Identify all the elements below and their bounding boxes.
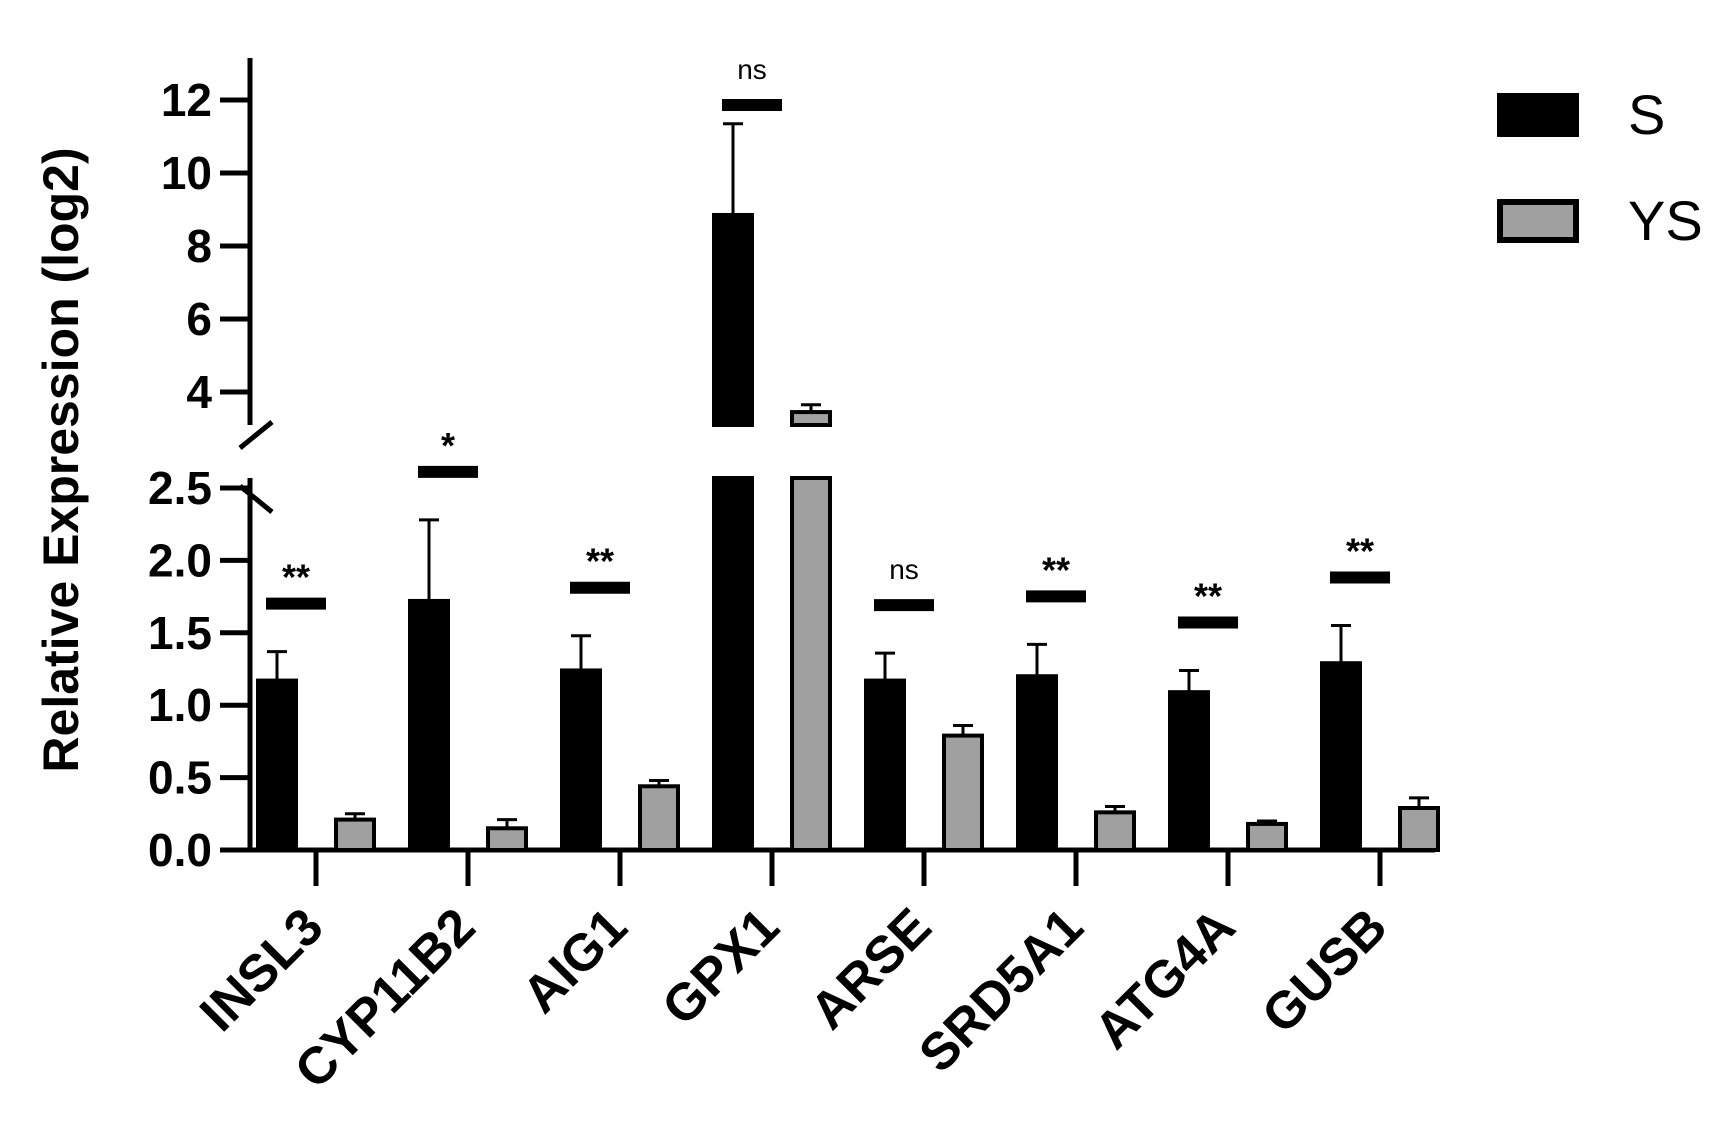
significance-label: ** xyxy=(586,541,614,582)
y-tick-label: 6 xyxy=(186,293,212,345)
bar-s xyxy=(1320,661,1362,853)
bars-layer xyxy=(256,122,1440,853)
y-tick-label: 0.5 xyxy=(148,752,212,804)
bar-ys xyxy=(1246,821,1288,852)
bar-s-lower xyxy=(712,476,754,852)
significance-label: * xyxy=(441,425,455,466)
bar-ys xyxy=(334,817,376,852)
significance-label: ns xyxy=(737,54,767,85)
bar-ys-upper xyxy=(790,410,832,428)
x-tick-label: ATG4A xyxy=(1084,897,1247,1060)
x-tick-label: INSL3 xyxy=(189,897,334,1042)
x-tick-label: ARSE xyxy=(799,897,942,1040)
bar-s xyxy=(1168,690,1210,853)
y-tick-label: 1.0 xyxy=(148,679,212,731)
significance-label: ns xyxy=(889,554,919,585)
y-tick-label: 12 xyxy=(161,74,212,126)
significance-label: ** xyxy=(1346,531,1374,572)
bar-s xyxy=(1016,674,1058,852)
significance-label: ** xyxy=(1042,549,1070,590)
bar-ys-lower xyxy=(790,476,832,852)
bar-s xyxy=(408,598,450,852)
y-tick-label: 10 xyxy=(161,147,212,199)
x-tick-label: GPX1 xyxy=(651,897,790,1036)
bar-s xyxy=(560,668,602,852)
significance-label: ** xyxy=(1194,575,1222,616)
bar-ys xyxy=(638,784,680,853)
y-tick-label: 4 xyxy=(186,366,212,418)
legend-label-s: S xyxy=(1628,83,1665,146)
significance-label: ** xyxy=(282,557,310,598)
y-axis-label: Relative Expression (log2) xyxy=(33,147,89,772)
y-tick-label: 8 xyxy=(186,220,212,272)
legend-swatch-ys xyxy=(1497,199,1579,243)
bar-s xyxy=(864,678,906,852)
bar-ys xyxy=(1398,806,1440,852)
legend-label-ys: YS xyxy=(1628,189,1703,252)
x-tick-label: SRD5A1 xyxy=(908,897,1094,1083)
bar-ys xyxy=(942,733,984,852)
bar-s-upper xyxy=(712,212,754,427)
y-tick-label: 2.0 xyxy=(148,534,212,586)
y-tick-label: 1.5 xyxy=(148,607,212,659)
bar-ys xyxy=(1094,810,1136,852)
y-tick-label: 0.0 xyxy=(148,824,212,876)
legend-swatch-s xyxy=(1497,93,1579,137)
legend: S YS xyxy=(1497,83,1703,252)
x-tick-label: AIG1 xyxy=(512,897,639,1024)
x-tick-label: GUSB xyxy=(1251,897,1398,1044)
bar-s xyxy=(256,678,298,852)
bar-ys xyxy=(486,826,528,853)
y-tick-label: 2.5 xyxy=(148,462,212,514)
axis-break-mark-upper xyxy=(238,420,274,450)
